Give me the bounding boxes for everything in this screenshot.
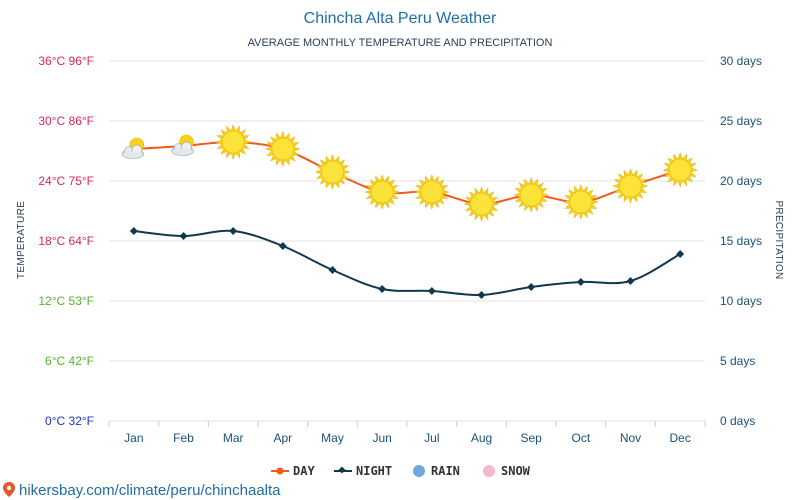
legend: DAY NIGHT RAIN SNOW xyxy=(271,464,531,478)
legend-night-marker xyxy=(338,466,346,474)
left-tick-label: 6°C 42°F xyxy=(45,354,94,368)
sun-disc xyxy=(221,130,245,154)
night-point xyxy=(229,227,238,235)
sun-icon xyxy=(513,177,550,213)
x-tick-label: Jun xyxy=(372,431,391,445)
partly-cloudy-icon xyxy=(171,134,194,156)
legend-day-label: DAY xyxy=(293,464,315,478)
left-tick-label: 36°C 96°F xyxy=(38,54,94,68)
x-tick-label: Oct xyxy=(571,431,590,445)
sun-disc xyxy=(519,183,543,207)
x-tick-label: Feb xyxy=(173,431,194,445)
map-pin-icon xyxy=(3,482,15,497)
left-axis: 0°C 32°F 6°C 42°F 12°C 53°F 18°C 64°F 24°C 7… xyxy=(38,54,94,428)
weather-icons xyxy=(121,124,699,222)
cloud-shape xyxy=(121,144,145,159)
left-tick-label: 24°C 75°F xyxy=(38,174,94,188)
right-tick-label: 25 days xyxy=(720,114,762,128)
legend-snow-label: SNOW xyxy=(501,464,531,478)
sun-icon xyxy=(215,124,252,160)
left-axis-title: TEMPERATURE xyxy=(16,201,27,279)
legend-rain-label: RAIN xyxy=(431,464,460,478)
legend-item-night[interactable]: NIGHT xyxy=(334,464,392,478)
sun-disc xyxy=(668,158,692,182)
legend-item-snow[interactable]: SNOW xyxy=(483,464,531,478)
x-tick-label: Mar xyxy=(223,431,244,445)
left-tick-label: 0°C 32°F xyxy=(45,414,94,428)
right-tick-label: 10 days xyxy=(720,294,762,308)
x-tick-label: Dec xyxy=(669,431,690,445)
sun-disc xyxy=(420,180,444,204)
sun-icon xyxy=(562,184,599,220)
x-tick-label: Apr xyxy=(273,431,292,445)
night-point xyxy=(477,291,486,299)
sun-disc xyxy=(321,160,344,184)
left-tick-label: 18°C 64°F xyxy=(38,234,94,248)
chart-subtitle: AVERAGE MONTHLY TEMPERATURE AND PRECIPIT… xyxy=(248,37,553,49)
partly-cloudy-icon xyxy=(121,137,145,159)
sun-icon xyxy=(413,174,450,210)
sun-disc xyxy=(271,137,295,161)
night-point xyxy=(427,287,436,295)
footer-link[interactable]: hikersbay.com/climate/peru/chinchaalta xyxy=(19,482,281,499)
right-tick-label: 30 days xyxy=(720,54,762,68)
right-tick-label: 5 days xyxy=(720,354,755,368)
night-point xyxy=(278,242,287,250)
x-tick-label: Aug xyxy=(471,431,492,445)
chart-title: Chincha Alta Peru Weather xyxy=(304,10,497,27)
legend-night-label: NIGHT xyxy=(356,464,392,478)
sun-icon xyxy=(662,152,699,188)
sun-icon xyxy=(364,174,401,210)
right-tick-label: 20 days xyxy=(720,174,762,188)
x-tick-label: Jan xyxy=(124,431,143,445)
legend-day-marker xyxy=(276,467,284,475)
sun-icon xyxy=(612,168,649,204)
series-line-night xyxy=(133,229,681,297)
sun-icon xyxy=(463,186,500,222)
right-axis: 0 days 5 days 10 days 15 days 20 days 25 days… xyxy=(720,54,762,428)
sun-disc xyxy=(370,180,394,204)
cloud-fill xyxy=(172,149,193,155)
x-tick-label: Jul xyxy=(424,431,439,445)
night-point xyxy=(576,278,585,286)
sun-disc xyxy=(470,192,493,216)
legend-rain-marker xyxy=(413,465,425,477)
gridlines xyxy=(109,60,705,422)
x-tick-label: Nov xyxy=(620,431,641,445)
cloud-shape xyxy=(171,141,194,156)
footer[interactable]: hikersbay.com/climate/peru/chinchaalta xyxy=(3,482,281,499)
sun-disc xyxy=(619,174,642,198)
right-tick-label: 0 days xyxy=(720,414,755,428)
night-point xyxy=(527,283,536,291)
night-point xyxy=(676,250,685,258)
right-axis-title: PRECIPITATION xyxy=(773,200,784,279)
sun-disc xyxy=(569,190,593,214)
sun-icon xyxy=(314,154,351,190)
series-lines xyxy=(129,140,685,299)
left-tick-label: 30°C 86°F xyxy=(38,114,94,128)
cloud-fill xyxy=(122,152,143,158)
right-tick-label: 15 days xyxy=(720,234,762,248)
night-point xyxy=(626,277,635,285)
legend-snow-marker xyxy=(483,465,495,477)
legend-item-day[interactable]: DAY xyxy=(271,464,315,478)
x-tick-label: May xyxy=(321,431,344,445)
night-point xyxy=(328,266,337,274)
x-axis: Jan Feb Mar Apr May Jun Jul Aug Sep Oct Nov Dec xyxy=(108,421,706,445)
legend-item-rain[interactable]: RAIN xyxy=(413,464,460,478)
x-tick-label: Sep xyxy=(520,431,542,445)
series-line-day xyxy=(133,140,681,206)
sun-icon xyxy=(264,131,301,167)
left-tick-label: 12°C 53°F xyxy=(38,294,94,308)
night-point xyxy=(378,285,387,293)
night-point xyxy=(179,232,188,240)
night-point xyxy=(129,227,138,235)
